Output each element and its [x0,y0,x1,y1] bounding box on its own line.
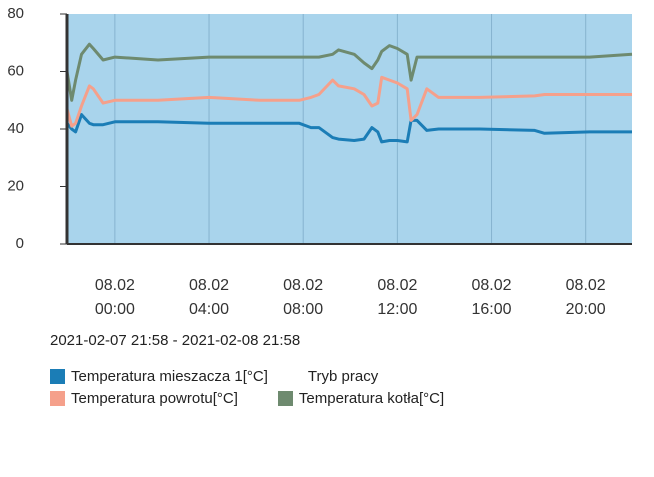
series-line [65,42,633,102]
legend-label: Temperatura powrotu[°C] [71,389,238,407]
x-tick-label: 08.02 16:00 [471,277,512,318]
legend-label: Tryb pracy [307,367,379,385]
legend-item: Temperatura mieszacza 1[°C] [50,367,268,385]
x-tick-label: 08.02 20:00 [565,277,606,318]
y-tick-label: 0 [16,235,24,252]
legend-label: Temperatura mieszacza 1[°C] [71,367,268,385]
legend-item: Tryb pracy [308,367,378,385]
legend-swatch [50,390,65,406]
y-tick-label: 20 [7,177,24,194]
legend-label: Temperatura kotła[°C] [298,389,445,407]
y-tick-label: 40 [7,120,24,137]
subtitle: 2021-02-07 21:58 - 2021-02-08 21:58 [50,332,301,349]
y-tick-label: 80 [7,5,24,22]
legend-item: Temperatura powrotu[°C] [50,389,238,407]
legend-swatch [277,390,293,406]
y-tick-label: 60 [7,62,24,79]
legend: Temperatura mieszacza 1[°C] Tryb pracy Tem… [50,367,640,407]
legend-item: Temperatura kotła[°C] [277,389,445,407]
legend-swatch [50,368,65,384]
series-line [65,113,632,144]
x-tick-label: 08.02 08:00 [283,277,324,318]
plot-background [67,14,632,244]
series-line [65,75,632,128]
x-tick-label: 08.02 12:00 [377,277,418,318]
x-tick-label: 08.02 04:00 [189,277,230,318]
x-tick-label: 08.02 00:00 [94,277,135,318]
